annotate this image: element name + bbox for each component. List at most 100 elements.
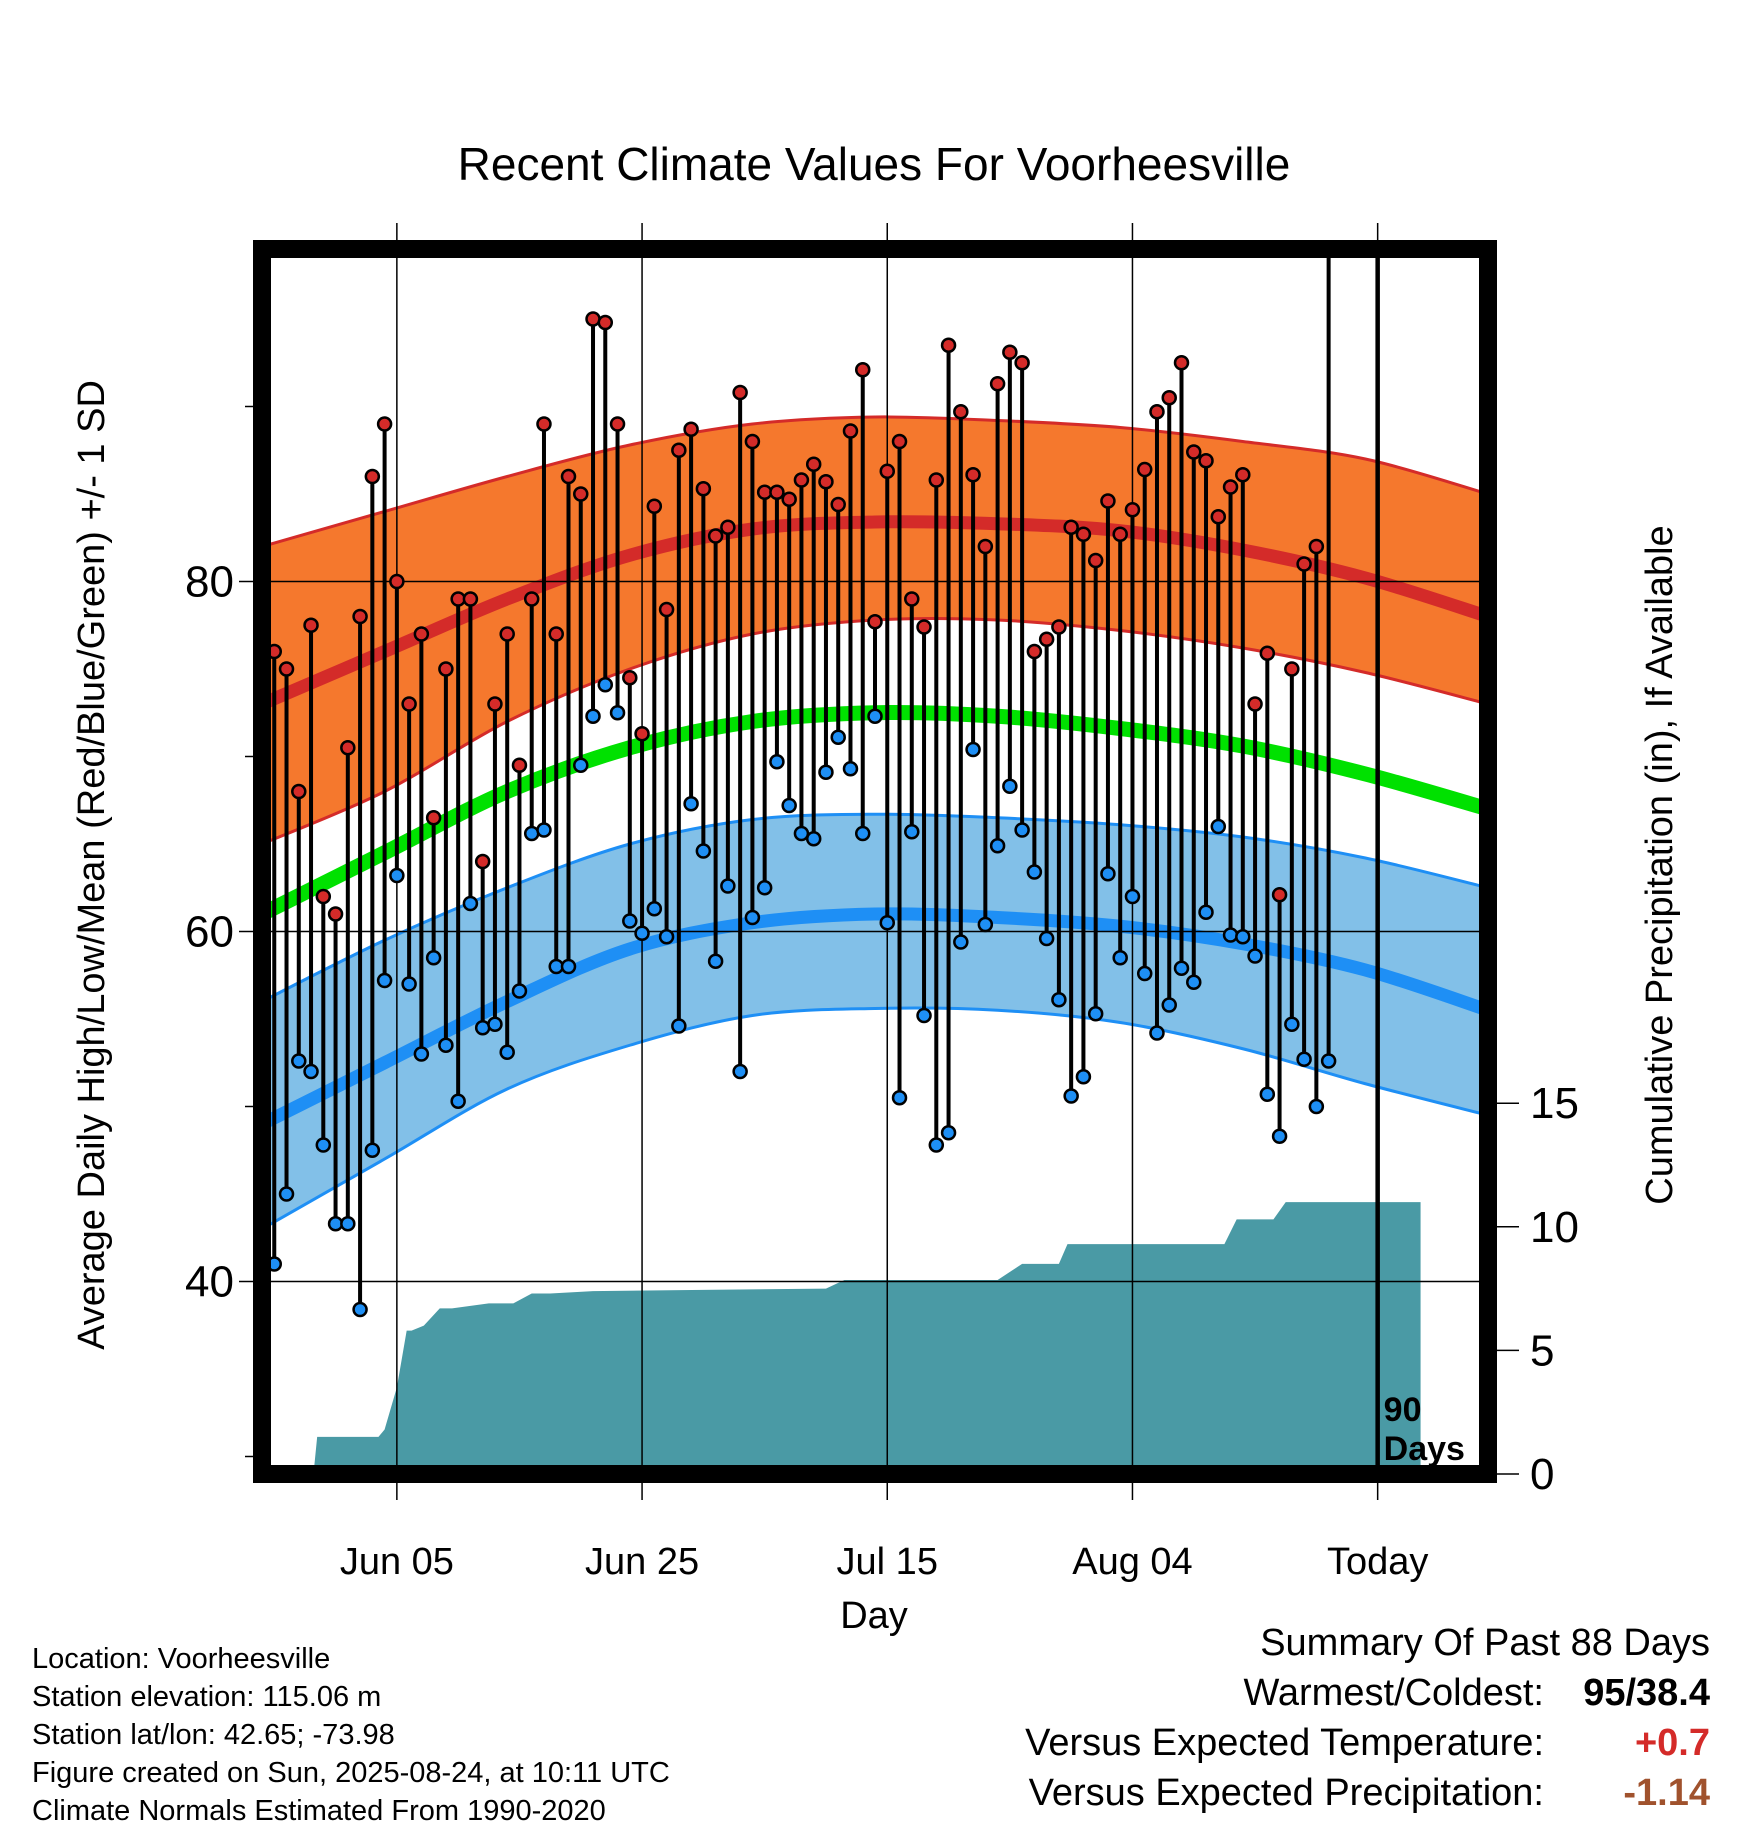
daily-high-point (683, 421, 699, 437)
daily-low-point (928, 1137, 945, 1153)
daily-high-point (597, 314, 614, 331)
daily-low-point (989, 838, 1006, 854)
daily-high-point (303, 617, 319, 633)
daily-high-point (511, 757, 528, 773)
precip-departure-label: Versus Expected Precipitation: (1028, 1772, 1544, 1814)
daily-high-point (1038, 631, 1055, 647)
x-tick-label: Aug 04 (1072, 1541, 1192, 1583)
y-axis-label: Average Daily High/Low/Mean (Red/Blue/Gr… (71, 380, 113, 1350)
precip-area (262, 1202, 1421, 1474)
daily-low-point (904, 824, 920, 840)
daily-high-point (1296, 556, 1312, 572)
daily-high-point (1075, 526, 1092, 542)
daily-low-point (793, 825, 810, 842)
daily-low-point (683, 796, 699, 812)
today-label-unit: Days (1384, 1430, 1465, 1468)
daily-high-point (732, 384, 748, 401)
daily-low-point (1271, 1128, 1288, 1144)
daily-high-point (1322, 0, 1335, 7)
daily-high-point (646, 498, 663, 514)
daily-high-point (989, 376, 1006, 392)
daily-high-point (720, 519, 736, 535)
daily-low-point (1359, 0, 1372, 7)
daily-high-point (1026, 643, 1043, 660)
daily-low-point (462, 895, 479, 912)
daily-high-point (1235, 467, 1251, 483)
daily-high-point (793, 472, 810, 488)
y2-tick-label: 0 (1530, 1450, 1554, 1499)
daily-low-point (1075, 1069, 1092, 1085)
daily-high-point (1210, 509, 1227, 525)
daily-low-point (303, 1063, 319, 1080)
temp-departure-label: Versus Expected Temperature: (1025, 1722, 1544, 1764)
daily-high-point (1359, 0, 1372, 7)
daily-high-point (1271, 887, 1288, 903)
daily-high-point (1347, 0, 1360, 7)
warm-cold-value: 95/38.4 (1583, 1672, 1710, 1714)
daily-low-point (769, 754, 785, 770)
daily-high-point (818, 474, 834, 490)
daily-low-point (1247, 948, 1263, 964)
daily-low-point (1296, 1051, 1312, 1067)
daily-high-point (622, 670, 638, 686)
daily-high-point (609, 416, 626, 432)
daily-high-point (1100, 493, 1116, 509)
daily-high-point (867, 614, 883, 630)
daily-low-point (1210, 818, 1227, 835)
daily-low-point (646, 901, 663, 917)
daily-high-point (928, 472, 945, 488)
daily-low-point (732, 1063, 748, 1080)
summary-panel: Summary Of Past 88 Days Warmest/Coldest:… (1025, 1622, 1710, 1822)
x-tick-label: Jun 25 (585, 1541, 699, 1583)
daily-low-point (364, 1142, 381, 1158)
daily-low-point (291, 1053, 307, 1069)
daily-low-point (781, 797, 797, 814)
daily-low-point (474, 1020, 491, 1036)
daily-low-point (425, 950, 442, 966)
daily-low-point (1334, 0, 1347, 7)
daily-low-point (352, 1301, 368, 1318)
daily-high-point (474, 853, 491, 870)
daily-low-point (1259, 1086, 1276, 1102)
daily-high-point (1186, 444, 1202, 460)
daily-high-point (1014, 355, 1030, 371)
summary-title: Summary Of Past 88 Days (1260, 1622, 1710, 1664)
daily-high-point (1284, 661, 1300, 677)
daily-high-point (769, 484, 785, 500)
daily-high-point (1124, 502, 1141, 518)
daily-high-point (278, 661, 295, 677)
daily-low-point (1235, 929, 1251, 945)
daily-high-point (781, 491, 797, 507)
daily-high-point (1087, 552, 1104, 569)
x-tick-label: Today (1327, 1541, 1428, 1583)
daily-low-point (401, 976, 417, 992)
daily-high-point (548, 626, 564, 642)
summary-row-temp: Versus Expected Temperature: +0.7 (1025, 1722, 1710, 1772)
daily-high-point (1247, 696, 1263, 712)
chart-title: Recent Climate Values For Voorheesville (458, 138, 1291, 190)
daily-high-point (658, 601, 675, 618)
daily-high-point (1002, 344, 1018, 360)
daily-high-point (1334, 0, 1347, 7)
x-axis-label: Day (840, 1595, 908, 1637)
daily-low-point (609, 705, 626, 721)
daily-low-point (707, 953, 724, 969)
y2-tick-label: 10 (1530, 1203, 1579, 1252)
daily-low-point (523, 825, 540, 842)
daily-low-point (867, 708, 883, 724)
daily-low-point (818, 764, 834, 780)
daily-high-point (291, 783, 307, 800)
y2-tick-label: 15 (1530, 1079, 1579, 1128)
x-tick-label: Jul 15 (837, 1541, 938, 1583)
daily-high-point (744, 433, 761, 450)
daily-low-point (499, 1044, 515, 1060)
daily-low-point (413, 1046, 430, 1062)
daily-low-point (658, 929, 675, 945)
daily-high-point (438, 661, 454, 677)
daily-low-point (560, 958, 577, 975)
summary-row-precip: Versus Expected Precipitation: -1.14 (1025, 1772, 1710, 1822)
location-text: Location: Voorheesville (32, 1643, 331, 1675)
normals-text: Climate Normals Estimated From 1990-2020 (32, 1795, 606, 1827)
y-tick-label: 40 (185, 1258, 234, 1307)
